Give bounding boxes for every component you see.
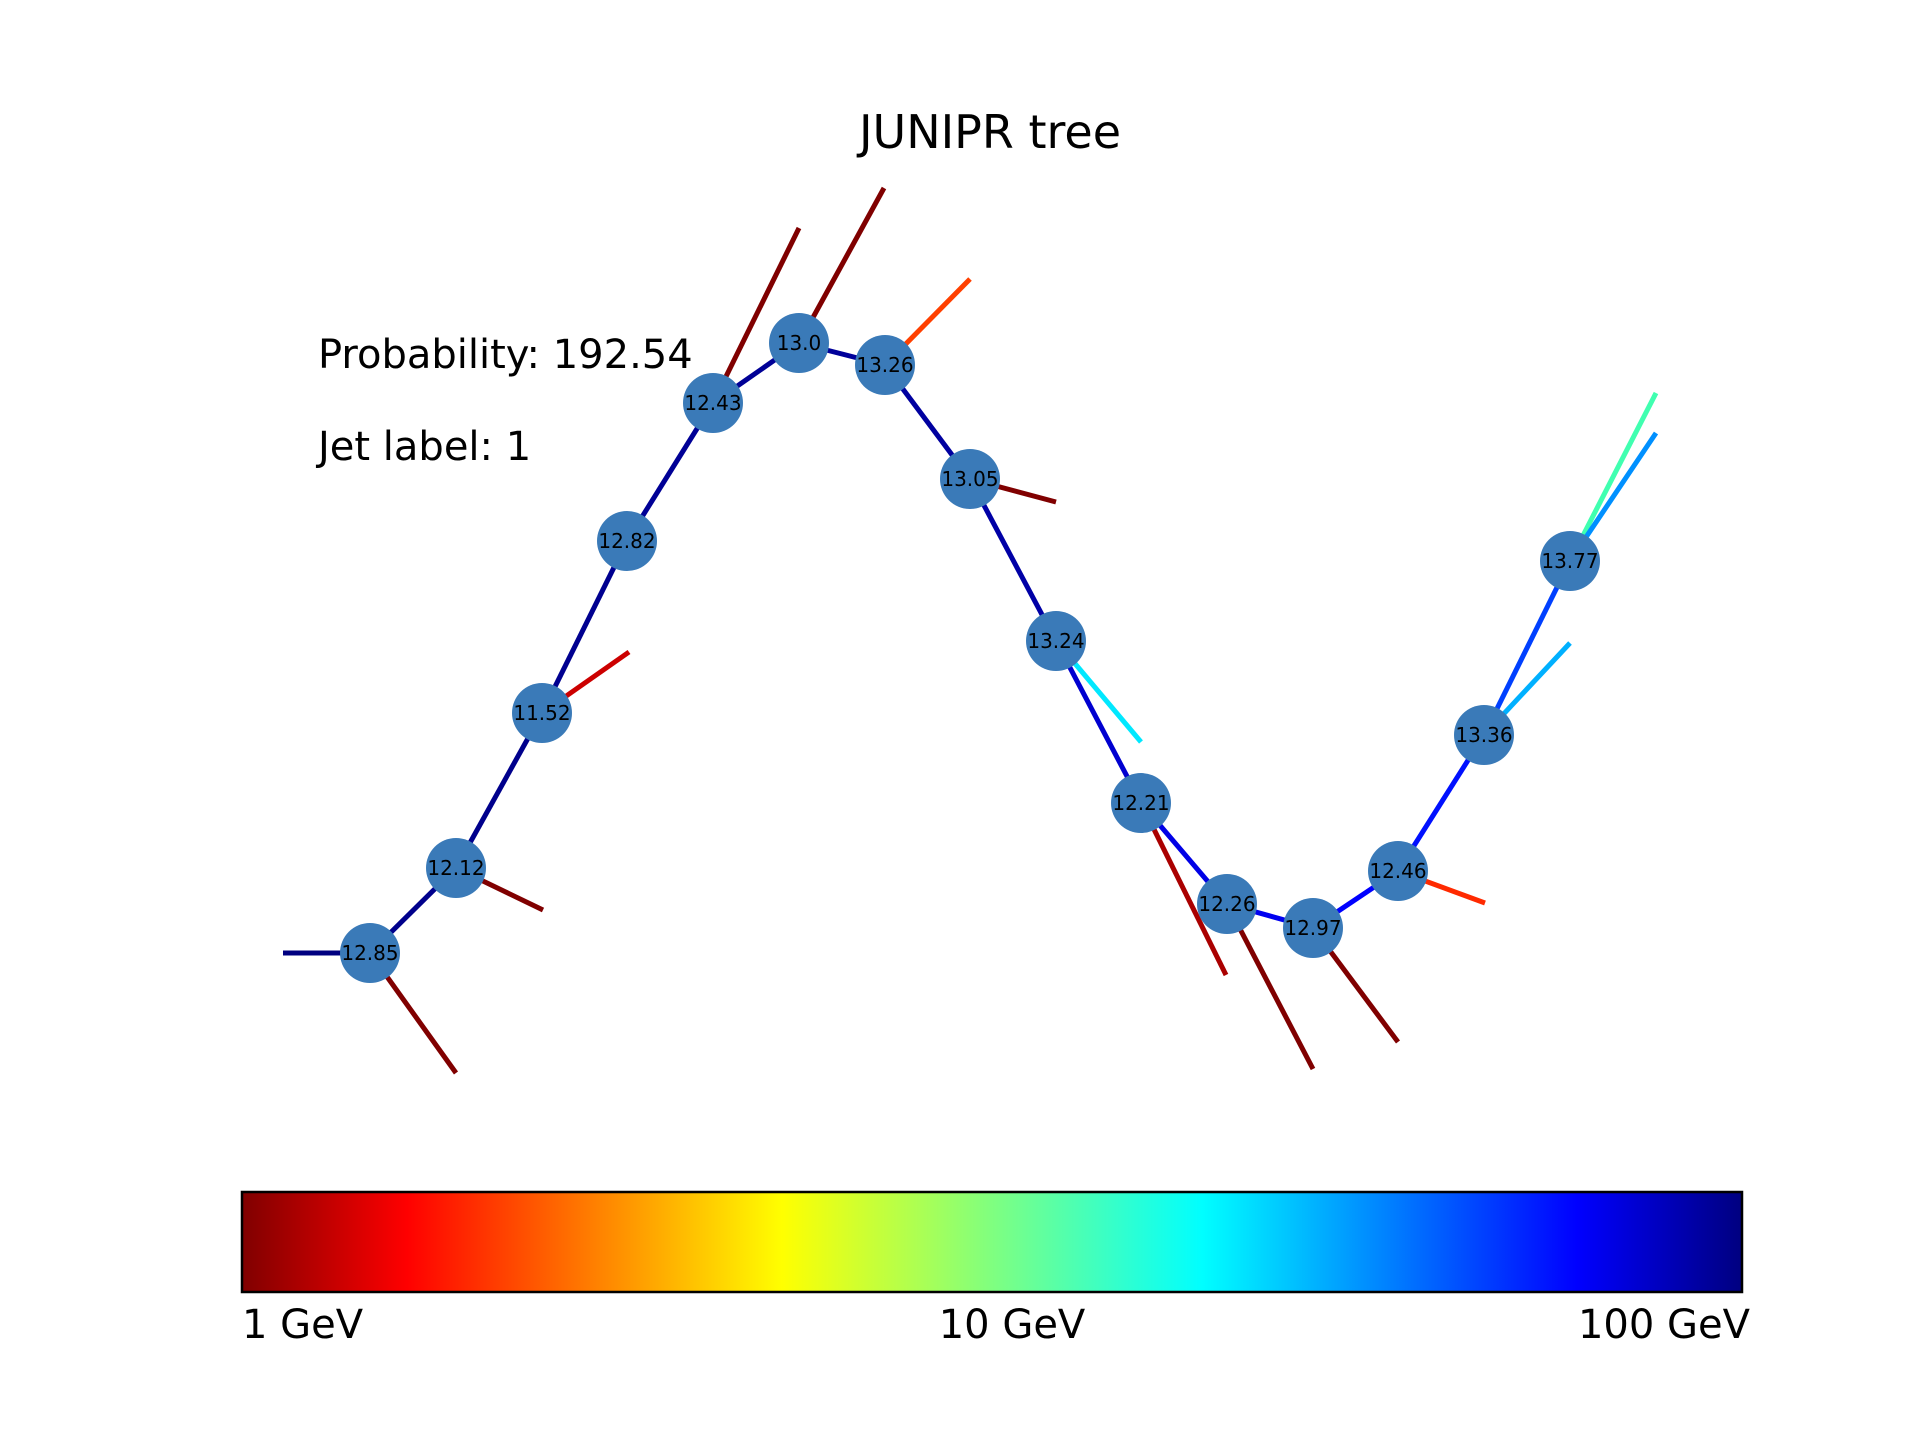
tree-node: 13.24 — [1026, 611, 1086, 671]
tree-node: 13.36 — [1454, 705, 1514, 765]
node-circle — [683, 373, 743, 433]
node-label: 13.26 — [856, 353, 913, 377]
tree-node: 12.82 — [597, 511, 657, 571]
tree-edge — [1053, 639, 1144, 805]
node-circle — [1197, 874, 1257, 934]
tree-node: 13.26 — [855, 335, 915, 395]
node-circle — [597, 511, 657, 571]
tree-edge — [539, 539, 630, 715]
node-circle — [855, 335, 915, 395]
jet-label-text: Jet label: 1 — [315, 424, 531, 470]
tree-node: 12.12 — [426, 838, 486, 898]
probability-text: Probability: 192.54 — [318, 332, 693, 378]
node-circle — [1368, 841, 1428, 901]
node-circle — [512, 683, 572, 743]
node-label: 13.0 — [777, 331, 822, 355]
tree-node: 12.85 — [340, 923, 400, 983]
leaf-branch — [710, 226, 802, 405]
colorbar-tick-100gev: 100 GeV — [1578, 1302, 1751, 1348]
node-label: 12.43 — [684, 391, 741, 415]
node-label: 11.52 — [513, 701, 570, 725]
tree-node: 13.0 — [769, 313, 829, 373]
node-circle — [1283, 898, 1343, 958]
tree-node: 13.05 — [940, 449, 1000, 509]
node-label: 13.24 — [1027, 629, 1084, 653]
node-circle — [426, 838, 486, 898]
leaf-branch — [1138, 801, 1229, 977]
node-label: 12.97 — [1284, 916, 1341, 940]
tree-node: 12.97 — [1283, 898, 1343, 958]
chart-title: JUNIPR tree — [856, 105, 1121, 159]
colorbar: 1 GeV 10 GeV 100 GeV — [240, 1190, 1751, 1348]
node-label: 12.12 — [427, 856, 484, 880]
node-circle — [940, 449, 1000, 509]
tree-node: 12.43 — [683, 373, 743, 433]
tree-edge — [967, 477, 1059, 643]
tree-node: 11.52 — [512, 683, 572, 743]
node-circle — [1540, 531, 1600, 591]
leaf-branches — [367, 186, 1659, 1075]
node-circle — [769, 313, 829, 373]
node-label: 13.36 — [1455, 723, 1512, 747]
colorbar-gradient — [240, 1190, 1744, 1294]
node-label: 12.46 — [1369, 859, 1426, 883]
colorbar-tick-10gev: 10 GeV — [939, 1302, 1086, 1348]
node-circle — [1026, 611, 1086, 671]
leaf-branch — [1224, 902, 1316, 1071]
node-circle — [340, 923, 400, 983]
node-circle — [1111, 773, 1171, 833]
node-label: 12.82 — [598, 529, 655, 553]
tree-node: 12.26 — [1197, 874, 1257, 934]
leaf-branch — [1567, 391, 1659, 563]
node-label: 12.21 — [1112, 791, 1169, 815]
node-circle — [1454, 705, 1514, 765]
node-label: 13.05 — [941, 467, 998, 491]
colorbar-tick-1gev: 1 GeV — [242, 1302, 364, 1348]
node-label: 13.77 — [1541, 549, 1598, 573]
node-label: 12.85 — [341, 941, 398, 965]
tree-nodes: 12.85 12.12 11.52 12.82 12.43 13.0 13.26 13.05 1… — [340, 313, 1600, 983]
tree-node: 12.46 — [1368, 841, 1428, 901]
node-label: 12.26 — [1198, 892, 1255, 916]
tree-node: 13.77 — [1540, 531, 1600, 591]
tree-edge — [1481, 559, 1573, 737]
tree-node: 12.21 — [1111, 773, 1171, 833]
